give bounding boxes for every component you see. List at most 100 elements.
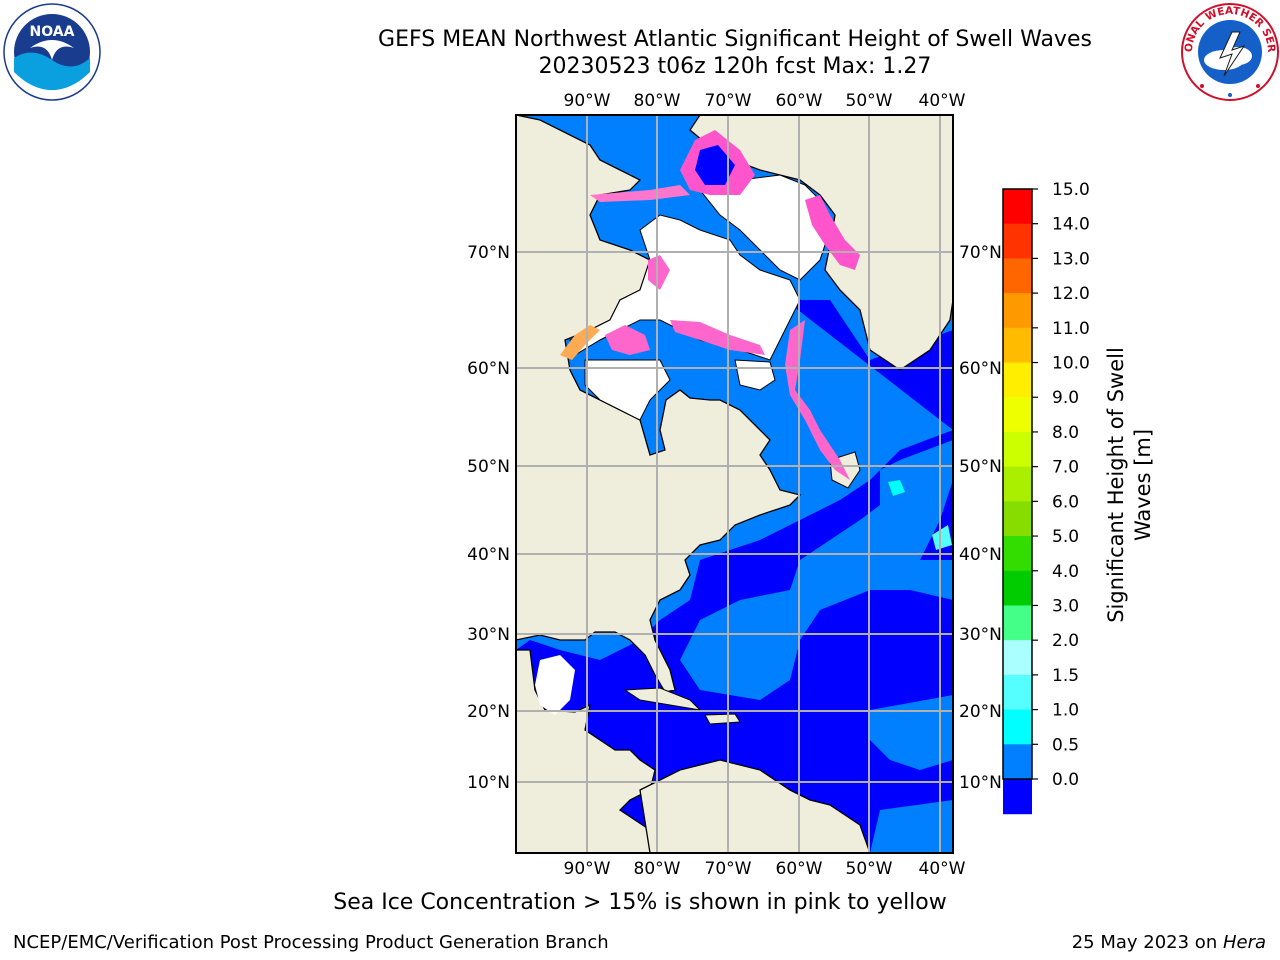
colorbar-title-line2: Waves [m]: [1131, 429, 1155, 541]
colorbar-bin: [1003, 744, 1032, 780]
lat-tick-label: 30°N: [467, 625, 510, 645]
map-frame: [515, 114, 954, 854]
colorbar-bins: [1003, 189, 1032, 815]
lat-tick-label: 10°N: [959, 773, 1002, 793]
lat-tick-label: 70°N: [467, 243, 510, 263]
lon-ticks-bottom: 90°W 80°W 70°W 60°W 50°W 40°W: [564, 859, 966, 879]
lat-tick-label: 50°N: [959, 457, 1002, 477]
lon-tick-label: 40°W: [919, 91, 966, 111]
colorbar-tick-label: 14.0: [1052, 215, 1090, 235]
lon-tick-label: 90°W: [564, 91, 611, 111]
lat-ticks-right: 70°N 60°N 50°N 40°N 30°N 20°N 10°N: [959, 243, 1002, 793]
map-grid: [516, 115, 953, 853]
colorbar-bin: [1003, 674, 1032, 711]
chart-subtitle: 20230523 t06z 120h fcst Max: 1.27: [538, 54, 932, 79]
sea-ice-foxe: [648, 255, 670, 290]
swell-cyan-patch-1: [888, 480, 905, 496]
colorbar-tick-label: 13.0: [1052, 249, 1090, 269]
swell-cyan-patch-2: [932, 525, 952, 550]
colorbar-bin: [1003, 327, 1032, 364]
colorbar-bin: [1003, 605, 1032, 641]
colorbar-bin: [1003, 536, 1032, 572]
colorbar-bin: [1003, 397, 1032, 433]
sea-ice-lancaster: [590, 185, 690, 202]
colorbar-ticks: 15.0 14.0 13.0 12.0 11.0 10.0 9.0 8.0 7.0 6.0 5.0 4…: [1032, 180, 1090, 790]
lat-tick-label: 40°N: [467, 545, 510, 565]
chart-title: GEFS MEAN Northwest Atlantic Significant…: [378, 27, 1092, 52]
lat-tick-label: 50°N: [467, 457, 510, 477]
colorbar-bin: [1003, 258, 1032, 294]
sea-ice-hudson-east: [605, 325, 650, 355]
colorbar-bin: [1003, 293, 1032, 329]
lon-ticks-top: 90°W 80°W 70°W 60°W 50°W 40°W: [564, 91, 966, 111]
lat-tick-label: 60°N: [959, 359, 1002, 379]
lat-tick-label: 30°N: [959, 625, 1002, 645]
lat-tick-label: 10°N: [467, 773, 510, 793]
colorbar-tick-label: 0.5: [1052, 735, 1079, 755]
lon-tick-label: 60°W: [776, 91, 823, 111]
colorbar-bin: [1003, 362, 1032, 398]
colorbar-tick-label: 5.0: [1052, 527, 1079, 547]
colorbar: 15.0 14.0 13.0 12.0 11.0 10.0 9.0 8.0 7.0 6.0 5.0 4…: [1002, 180, 1155, 815]
lon-tick-label: 50°W: [846, 91, 893, 111]
colorbar-tick-label: 12.0: [1052, 284, 1090, 304]
ice-covered-gulf: [535, 655, 575, 715]
colorbar-tick-label: 3.0: [1052, 596, 1079, 616]
lon-tick-label: 70°W: [705, 859, 752, 879]
colorbar-bin: [1003, 501, 1032, 537]
credit-date-host: 25 May 2023 on Hera: [1072, 932, 1266, 953]
ice-covered-hudson-bay-south: [584, 359, 671, 421]
noaa-logo-icon: NOAA: [3, 3, 101, 101]
colorbar-bin: [1003, 709, 1032, 745]
ice-covered-baffin: [699, 174, 831, 281]
land-hispaniola: [704, 713, 741, 725]
colorbar-tick-label: 15.0: [1052, 180, 1090, 200]
lat-ticks-left: 70°N 60°N 50°N 40°N 30°N 20°N 10°N: [467, 243, 510, 793]
colorbar-tick-label: 6.0: [1052, 492, 1079, 512]
lat-tick-label: 20°N: [959, 702, 1002, 722]
credit-host: Hera: [1222, 932, 1266, 953]
ice-covered-hudson-bay: [569, 214, 801, 361]
colorbar-tick-label: 8.0: [1052, 423, 1079, 443]
colorbar-frame: [1002, 188, 1033, 780]
colorbar-bin: [1003, 640, 1032, 676]
lon-tick-label: 80°W: [634, 91, 681, 111]
noaa-logo-text: NOAA: [30, 24, 75, 40]
colorbar-tick-label: 2.0: [1052, 631, 1079, 651]
land-south-america: [639, 759, 871, 853]
colorbar-bin: [1003, 570, 1032, 606]
lon-tick-label: 40°W: [919, 859, 966, 879]
map-panel: [516, 115, 953, 853]
colorbar-tick-label: 1.0: [1052, 701, 1079, 721]
land-greenland: [689, 115, 953, 371]
lat-tick-label: 60°N: [467, 359, 510, 379]
colorbar-tick-label: 9.0: [1052, 388, 1079, 408]
national-weather-service-logo-icon: NATIONAL WEATHER SERVICE: [1180, 2, 1279, 101]
colorbar-bin: [1003, 223, 1032, 259]
colorbar-tick-label: 4.0: [1052, 562, 1079, 582]
lon-tick-label: 50°W: [846, 859, 893, 879]
swell-mid-south-atlantic: [870, 695, 953, 770]
colorbar-tick-label: 1.5: [1052, 666, 1079, 686]
colorbar-tick-label: 7.0: [1052, 458, 1079, 478]
colorbar-title-line1: Significant Height of Swell: [1104, 347, 1128, 623]
lat-tick-label: 40°N: [959, 545, 1002, 565]
lon-tick-label: 70°W: [705, 91, 752, 111]
sea-ice-hudson-west: [560, 325, 600, 360]
lon-tick-label: 60°W: [776, 859, 823, 879]
colorbar-tick-label: 11.0: [1052, 319, 1090, 339]
lon-tick-label: 80°W: [634, 859, 681, 879]
sea-ice-hudson-strait: [670, 320, 765, 355]
colorbar-tick-label: 0.0: [1052, 770, 1079, 790]
credit-date: 25 May 2023 on: [1071, 932, 1223, 953]
colorbar-bin: [1003, 779, 1032, 815]
lat-tick-label: 20°N: [467, 702, 510, 722]
colorbar-bin: [1003, 431, 1032, 468]
colorbar-bin: [1003, 189, 1032, 225]
lon-tick-label: 90°W: [564, 859, 611, 879]
colorbar-tick-label: 10.0: [1052, 354, 1090, 374]
credit-organization: NCEP/EMC/Verification Post Processing Pr…: [13, 932, 609, 953]
sea-ice-baffin-core: [695, 145, 735, 185]
colorbar-bin: [1003, 466, 1032, 502]
